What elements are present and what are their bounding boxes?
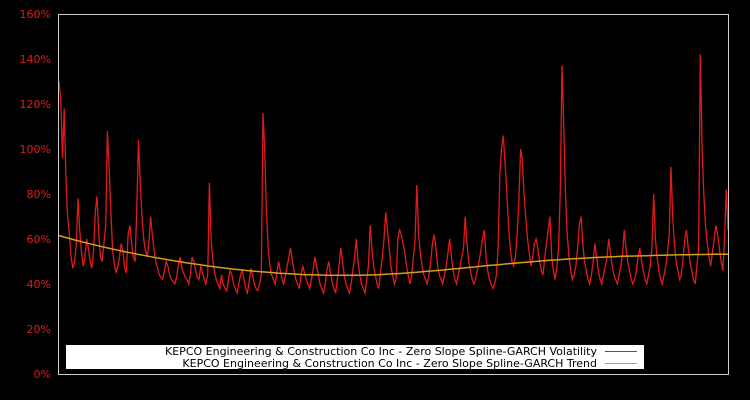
y-tick-label: 160% xyxy=(20,8,51,21)
y-tick-label: 40% xyxy=(27,278,51,291)
y-axis-ticks: 0% 20% 40% 60% 80% 100% 120% 140% 160% xyxy=(20,8,51,381)
y-tick-label: 0% xyxy=(34,368,51,381)
y-tick-label: 80% xyxy=(27,188,51,201)
legend-label-trend: KEPCO Engineering & Construction Co Inc … xyxy=(182,357,597,370)
y-tick-label: 120% xyxy=(20,98,51,111)
y-tick-label: 60% xyxy=(27,233,51,246)
legend-box xyxy=(66,345,644,369)
y-tick-label: 20% xyxy=(27,323,51,336)
legend: KEPCO Engineering & Construction Co Inc … xyxy=(66,345,644,370)
y-tick-label: 140% xyxy=(20,53,51,66)
legend-label-volatility: KEPCO Engineering & Construction Co Inc … xyxy=(165,345,597,358)
plot-area xyxy=(58,54,729,296)
y-tick-label: 100% xyxy=(20,143,51,156)
volatility-line xyxy=(58,54,729,296)
plot-frame xyxy=(58,14,729,375)
trend-line xyxy=(58,234,728,276)
